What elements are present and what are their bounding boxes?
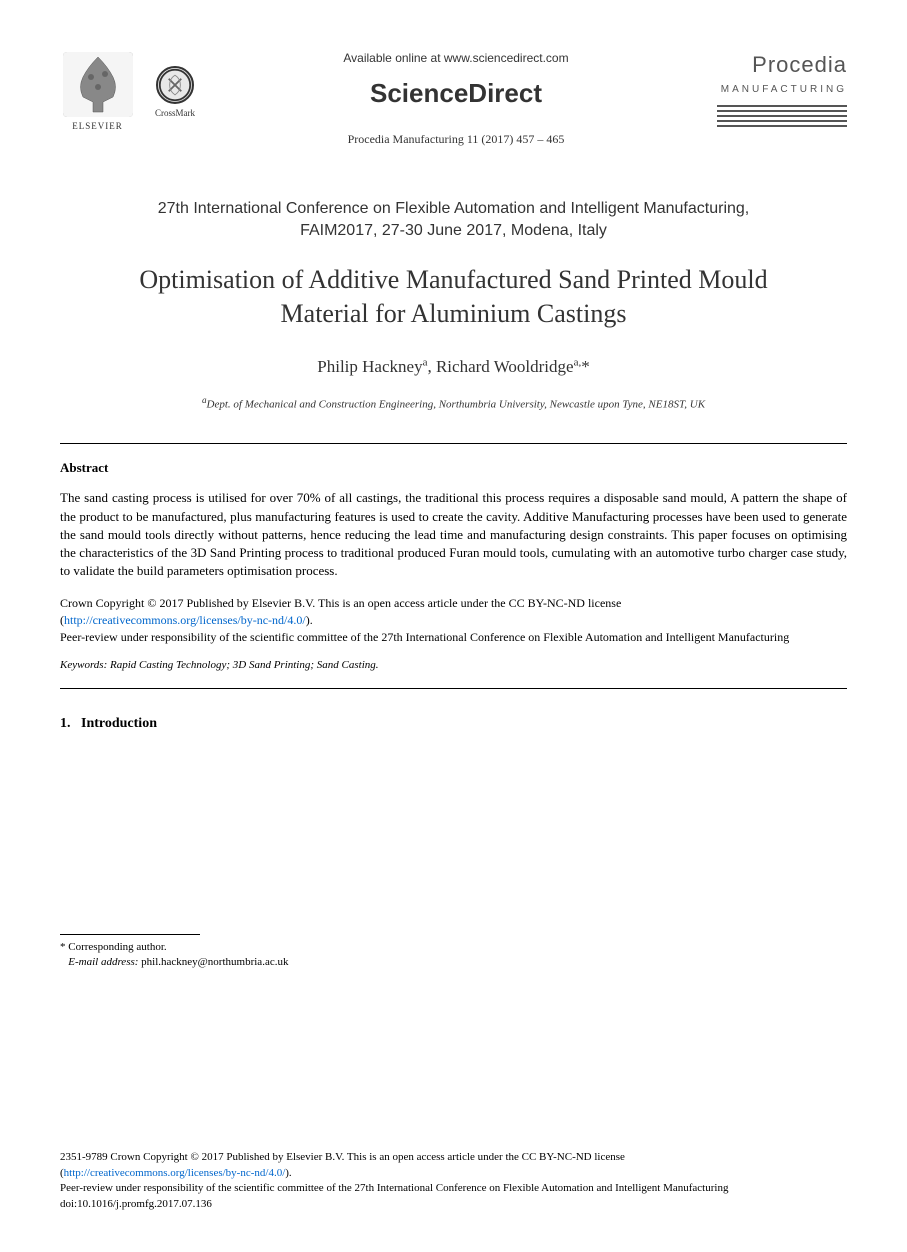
keywords-text: Rapid Casting Technology; 3D Sand Printi… <box>107 659 378 671</box>
keywords-label: Keywords: <box>60 659 107 671</box>
sciencedirect-logo: ScienceDirect <box>215 75 697 111</box>
footer-doi: doi:10.1016/j.promfg.2017.07.136 <box>60 1198 212 1210</box>
corresponding-author-section: * Corresponding author. E-mail address: … <box>60 934 847 971</box>
license-link[interactable]: http://creativecommons.org/licenses/by-n… <box>64 613 306 627</box>
title-line1: Optimisation of Additive Manufactured Sa… <box>139 265 767 294</box>
corresponding-divider <box>60 934 200 935</box>
corresponding-label: * Corresponding author. <box>60 940 847 955</box>
copyright-block: Crown Copyright © 2017 Published by Else… <box>60 595 847 645</box>
journal-decorative-lines <box>717 105 847 127</box>
section-number: 1. <box>60 716 71 731</box>
divider-bottom <box>60 688 847 689</box>
elsevier-tree-icon <box>63 52 133 117</box>
elsevier-label: ELSEVIER <box>72 120 123 133</box>
footer: 2351-9789 Crown Copyright © 2017 Publish… <box>60 1150 847 1212</box>
journal-subtitle: MANUFACTURING <box>717 83 847 97</box>
crossmark-icon <box>156 66 194 104</box>
email-address: phil.hackney@northumbria.ac.uk <box>138 956 288 968</box>
conference-line1: 27th International Conference on Flexibl… <box>158 200 750 217</box>
email-label: E-mail address: <box>68 956 138 968</box>
peer-review-text: Peer-review under responsibility of the … <box>60 630 789 644</box>
divider-top <box>60 443 847 444</box>
citation-text: Procedia Manufacturing 11 (2017) 457 – 4… <box>215 131 697 148</box>
crossmark-label: CrossMark <box>155 107 195 120</box>
journal-logo: Procedia MANUFACTURING <box>717 50 847 130</box>
paper-title: Optimisation of Additive Manufactured Sa… <box>60 263 847 331</box>
author2-affiliation: a, <box>574 357 582 369</box>
author1: Philip Hackney <box>317 357 422 376</box>
elsevier-logo: ELSEVIER <box>60 50 135 135</box>
available-online-text: Available online at www.sciencedirect.co… <box>215 50 697 67</box>
author2: Richard Wooldridge <box>436 357 574 376</box>
footer-license-link[interactable]: http://creativecommons.org/licenses/by-n… <box>64 1167 286 1179</box>
keywords: Keywords: Rapid Casting Technology; 3D S… <box>60 658 847 673</box>
affiliation: aDept. of Mechanical and Construction En… <box>60 394 847 413</box>
section-1-heading: 1. Introduction <box>60 714 847 734</box>
center-header: Available online at www.sciencedirect.co… <box>195 50 717 148</box>
title-line2: Material for Aluminium Castings <box>281 299 627 328</box>
affiliation-text: Dept. of Mechanical and Construction Eng… <box>207 399 706 411</box>
conference-info: 27th International Conference on Flexibl… <box>60 198 847 243</box>
corresponding-email-line: E-mail address: phil.hackney@northumbria… <box>60 955 847 970</box>
left-logos: ELSEVIER CrossMark <box>60 50 195 135</box>
journal-name: Procedia <box>717 50 847 81</box>
section-title: Introduction <box>81 716 157 731</box>
abstract-text: The sand casting process is utilised for… <box>60 489 847 580</box>
header-row: ELSEVIER CrossMark Available online at w… <box>60 50 847 148</box>
copyright-line1: Crown Copyright © 2017 Published by Else… <box>60 596 621 610</box>
abstract-heading: Abstract <box>60 459 847 477</box>
authors-list: Philip Hackneya, Richard Wooldridgea,* <box>60 355 847 379</box>
conference-line2: FAIM2017, 27-30 June 2017, Modena, Italy <box>300 222 607 239</box>
crossmark-logo[interactable]: CrossMark <box>155 66 195 120</box>
footer-peer-review: Peer-review under responsibility of the … <box>60 1182 728 1194</box>
author1-affiliation: a <box>423 357 428 369</box>
footer-issn: 2351-9789 Crown Copyright © 2017 Publish… <box>60 1151 625 1163</box>
